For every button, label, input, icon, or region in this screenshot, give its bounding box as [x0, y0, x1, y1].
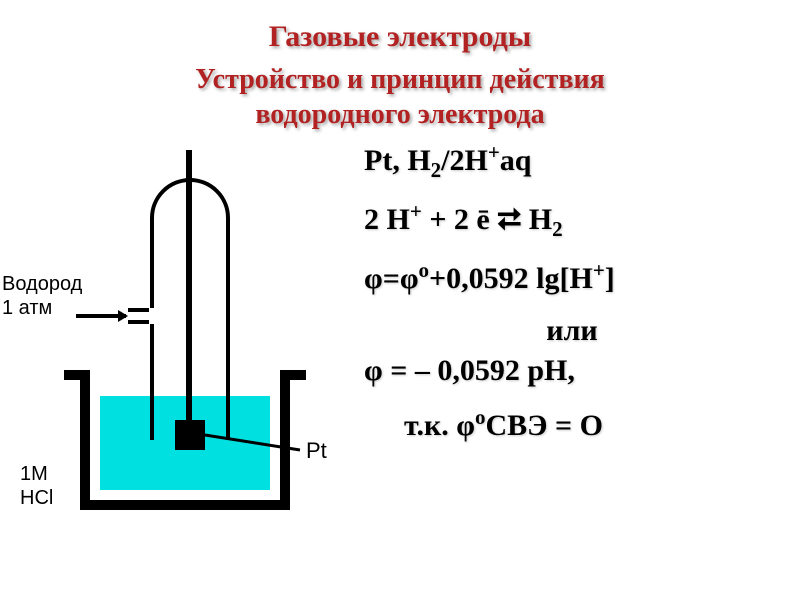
- svg-text:Водород: Водород: [2, 273, 83, 295]
- content-row: Водород1 атм Pt 1MHCl Pt, H2/2H+aq 2 H+ + …: [0, 140, 800, 520]
- svg-text:Pt: Pt: [306, 438, 327, 463]
- equations-column: Pt, H2/2H+aq 2 H+ + 2 ē ⮂ H2 φ=φo+0,0592…: [360, 140, 800, 520]
- svg-text:1 атм: 1 атм: [2, 297, 52, 319]
- electrode-diagram: Водород1 атм Pt 1MHCl: [0, 140, 360, 520]
- since-note: т.к. φoСВЭ = О: [364, 405, 780, 444]
- half-reaction: 2 H+ + 2 ē ⮂ H2: [364, 199, 780, 242]
- subtitle-line-1: Устройство и принцип действия: [0, 62, 800, 97]
- nernst-equation: φ=φo+0,0592 lg[H+]: [364, 258, 780, 297]
- svg-text:HCl: HCl: [20, 487, 53, 509]
- ph-equation: φ = – 0,0592 pH,: [364, 353, 780, 389]
- or-label: или: [364, 313, 780, 349]
- svg-text:1M: 1M: [20, 463, 48, 485]
- diagram-svg: Водород1 атм Pt 1MHCl: [0, 140, 360, 520]
- electrode-notation: Pt, H2/2H+aq: [364, 140, 780, 183]
- subtitle-line-2: водородного электрода: [0, 97, 800, 132]
- subtitle: Устройство и принцип действия водородног…: [0, 62, 800, 132]
- main-title: Газовые электроды: [0, 0, 800, 54]
